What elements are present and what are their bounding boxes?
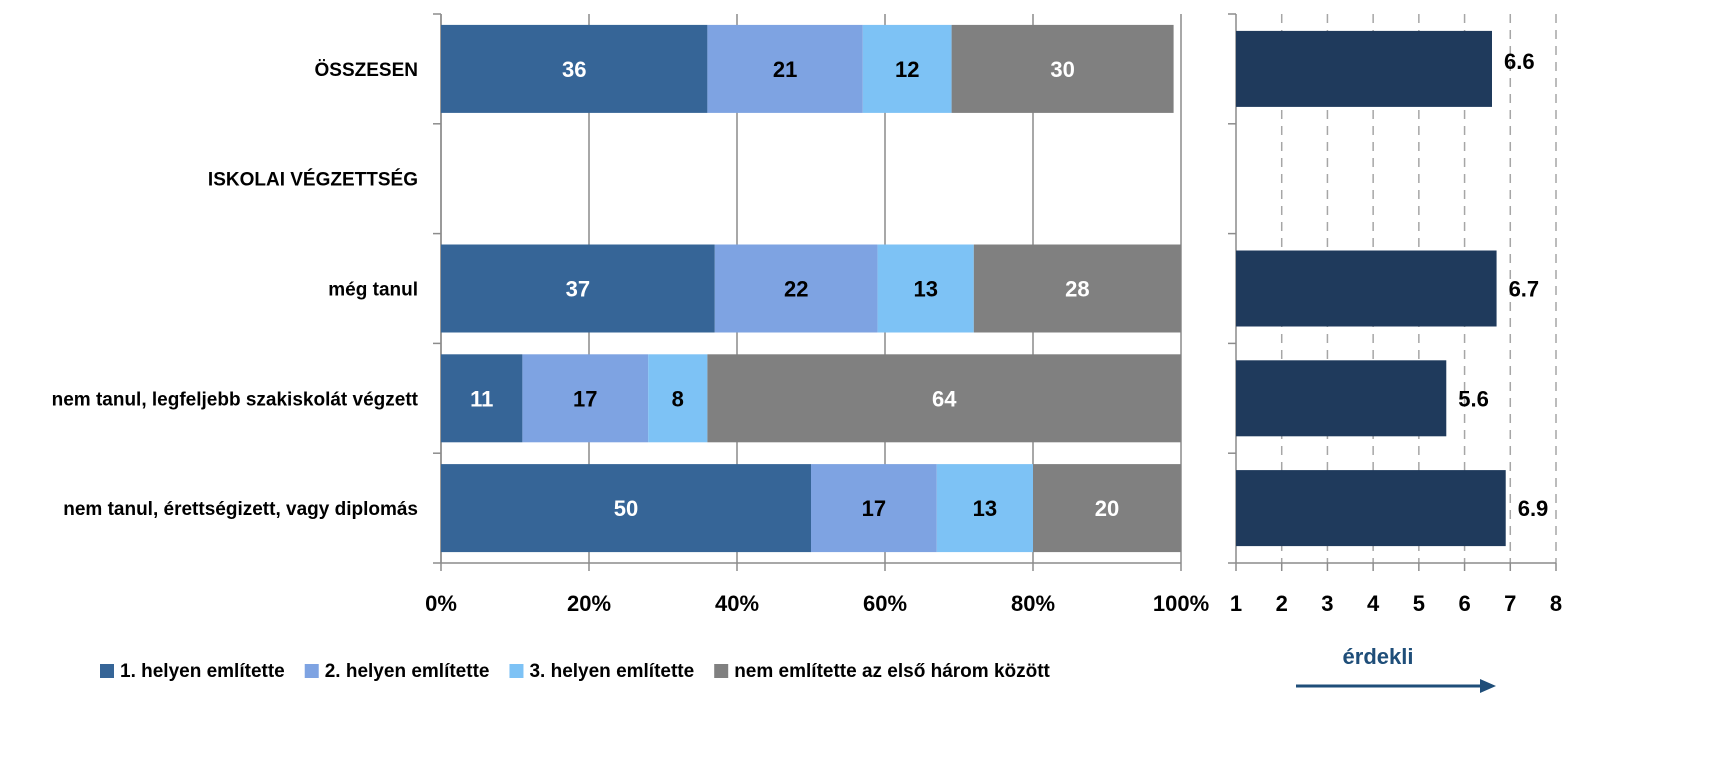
score-bar: [1236, 360, 1447, 437]
stacked-bar-segment: [707, 24, 863, 113]
bar-value-label: 37: [566, 277, 590, 302]
bar-value-label: 17: [862, 496, 886, 521]
left-x-tick-label: 40%: [715, 591, 759, 616]
stacked-bar-segment: [1033, 464, 1181, 553]
arrow-label: érdekli: [1343, 644, 1414, 669]
bar-value-label: 21: [773, 57, 797, 82]
legend-swatch: [100, 664, 114, 678]
stacked-bar-segment: [441, 24, 708, 113]
legend-label: 3. helyen említette: [529, 661, 694, 682]
left-x-tick-label: 20%: [567, 591, 611, 616]
left-x-tick-label: 60%: [863, 591, 907, 616]
legend-label: 2. helyen említette: [325, 661, 490, 682]
right-x-tick-label: 5: [1413, 591, 1425, 616]
bar-value-label: 50: [614, 496, 638, 521]
bar-value-label: 20: [1095, 496, 1119, 521]
bar-value-label: 64: [932, 386, 957, 411]
right-x-tick-label: 7: [1504, 591, 1516, 616]
bar-value-label: 22: [784, 277, 808, 302]
bar-value-label: 8: [672, 386, 684, 411]
bar-value-label: 13: [913, 277, 937, 302]
legend-swatch: [714, 664, 729, 678]
stacked-bar-segment: [714, 244, 878, 333]
right-x-tick-label: 4: [1367, 591, 1380, 616]
bar-value-label: 36: [562, 57, 586, 82]
category-label: nem tanul, legfeljebb szakiskolát végzet…: [52, 389, 419, 410]
stacked-bar-segment: [707, 354, 1181, 443]
stacked-bar-segment: [862, 24, 952, 113]
left-x-tick-label: 80%: [1011, 591, 1055, 616]
score-value-label: 6.6: [1504, 49, 1535, 74]
score-value-label: 6.9: [1518, 496, 1549, 521]
stacked-bar-segment: [877, 244, 974, 333]
right-x-tick-label: 8: [1550, 591, 1562, 616]
stacked-bar-segment: [522, 354, 649, 443]
score-bar: [1236, 250, 1497, 327]
bar-value-label: 30: [1050, 57, 1074, 82]
stacked-bar-segment: [441, 354, 523, 443]
bar-value-label: 17: [573, 386, 597, 411]
legend-label: 1. helyen említette: [120, 661, 285, 682]
legend-swatch: [509, 664, 524, 678]
stacked-bar-segment: [441, 244, 715, 333]
stacked-bar-segment: [441, 464, 811, 553]
right-x-tick-label: 1: [1230, 591, 1242, 616]
score-value-label: 5.6: [1458, 386, 1489, 411]
stacked-bar-segment: [951, 24, 1174, 113]
stacked-bar-segment: [973, 244, 1181, 333]
score-value-label: 6.7: [1509, 277, 1540, 302]
category-label: ISKOLAI VÉGZETTSÉG: [208, 169, 418, 191]
stacked-bar-segment: [648, 354, 708, 443]
category-label: még tanul: [328, 280, 418, 301]
category-label: ÖSSZESEN: [315, 60, 418, 81]
left-x-tick-label: 100%: [1153, 591, 1209, 616]
legend-label: nem említette az első három között: [734, 661, 1050, 682]
legend-swatch: [304, 664, 319, 678]
bar-value-label: 11: [470, 386, 493, 411]
score-bar: [1236, 30, 1492, 107]
bar-value-label: 13: [973, 496, 997, 521]
right-x-tick-label: 3: [1321, 591, 1333, 616]
arrow-head: [1480, 679, 1496, 693]
right-x-tick-label: 2: [1276, 591, 1288, 616]
bar-value-label: 28: [1065, 277, 1089, 302]
stacked-bar-segment: [811, 464, 937, 553]
left-x-tick-label: 0%: [425, 591, 457, 616]
right-x-tick-label: 6: [1458, 591, 1470, 616]
bar-value-label: 12: [895, 57, 919, 82]
stacked-bar-segment: [936, 464, 1033, 553]
category-label: nem tanul, érettségizett, vagy diplomás: [63, 499, 418, 520]
score-bar: [1236, 470, 1506, 547]
